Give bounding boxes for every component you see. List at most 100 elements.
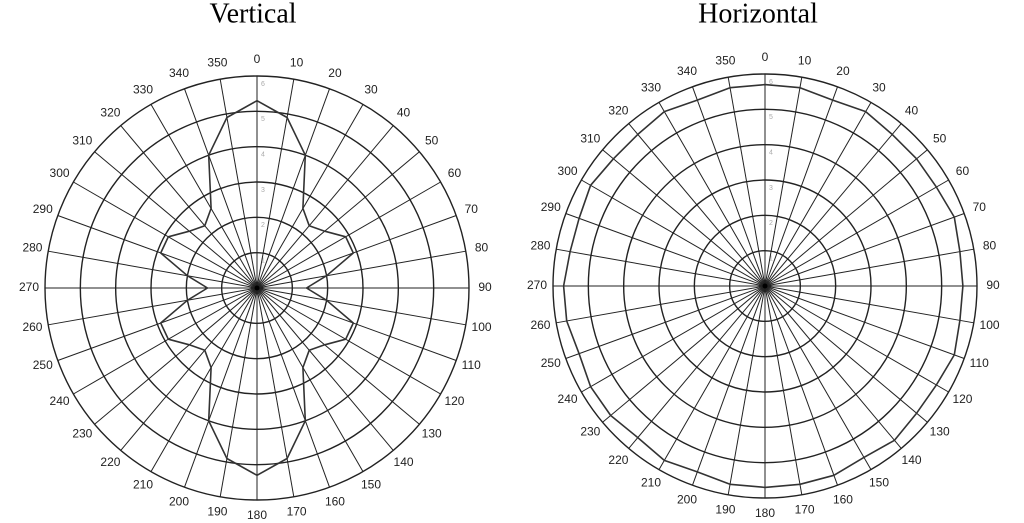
angle-label: 150 [869, 476, 889, 490]
angle-label: 240 [50, 394, 70, 408]
spoke [219, 79, 258, 289]
angle-label: 230 [72, 427, 92, 441]
spoke [565, 213, 766, 287]
angle-label: 280 [22, 241, 42, 255]
spoke [764, 248, 974, 287]
angle-label: 90 [986, 278, 1000, 292]
spoke [764, 179, 949, 287]
spoke [73, 181, 258, 289]
spoke [57, 287, 258, 361]
angle-label: 40 [905, 104, 919, 118]
angle-label: 250 [33, 358, 53, 372]
spoke [150, 287, 258, 472]
angle-label: 310 [580, 132, 600, 146]
spoke [256, 79, 295, 289]
r-tick-label: 6 [769, 79, 773, 86]
angle-label: 80 [983, 239, 997, 253]
angle-label: 340 [169, 66, 189, 80]
angle-label: 170 [795, 503, 815, 517]
angle-label: 110 [462, 358, 481, 372]
spoke [764, 285, 838, 486]
spoke [764, 285, 928, 423]
spoke [256, 287, 466, 326]
chart-title: Vertical [209, 0, 296, 29]
angle-label: 120 [444, 394, 464, 408]
spoke [219, 287, 258, 497]
center-dot [254, 285, 260, 291]
r-tick-label: 4 [769, 150, 773, 157]
spoke [764, 213, 965, 287]
angle-label: 210 [133, 478, 153, 492]
spoke [764, 77, 803, 287]
r-tick-label: 1 [261, 258, 265, 265]
angle-label: 150 [361, 478, 381, 492]
angle-label: 190 [207, 505, 227, 519]
spoke [764, 285, 872, 470]
spoke [764, 102, 872, 287]
spoke [764, 285, 949, 393]
angle-label: 290 [541, 200, 561, 214]
spoke [256, 287, 295, 497]
angle-label: 350 [715, 54, 735, 68]
angle-label: 70 [465, 202, 479, 216]
angle-label: 230 [580, 425, 600, 439]
angle-label: 50 [933, 132, 947, 146]
spoke [727, 77, 766, 287]
spoke [556, 285, 766, 324]
spoke [764, 123, 902, 287]
spoke [565, 285, 766, 359]
angle-label: 70 [973, 200, 987, 214]
spoke [602, 285, 766, 423]
spoke [764, 86, 838, 287]
angle-label: 10 [290, 56, 304, 70]
spoke [73, 287, 258, 395]
angle-label: 80 [475, 241, 489, 255]
angle-label: 140 [902, 453, 922, 467]
spoke [256, 125, 394, 289]
angle-label: 20 [328, 66, 342, 80]
spoke [48, 250, 258, 289]
angle-label: 310 [72, 134, 92, 148]
spoke [556, 248, 766, 287]
angle-label: 50 [425, 134, 439, 148]
angle-label: 320 [100, 106, 120, 120]
spoke [256, 287, 441, 395]
r-tick-label: 1 [769, 256, 773, 263]
angle-label: 90 [478, 280, 492, 294]
angle-label: 0 [254, 52, 261, 66]
angle-label: 160 [325, 494, 345, 508]
spoke [256, 250, 466, 289]
angle-label: 200 [677, 492, 697, 506]
angle-label: 100 [472, 320, 492, 334]
angle-label: 180 [247, 508, 267, 522]
spoke [764, 285, 965, 359]
spoke [628, 285, 766, 449]
spoke [727, 285, 766, 495]
spoke [602, 149, 766, 287]
angle-label: 40 [397, 106, 411, 120]
spoke [120, 125, 258, 289]
angle-label: 20 [836, 64, 850, 78]
angle-label: 270 [527, 278, 547, 292]
spoke [94, 151, 258, 289]
spoke [581, 179, 766, 287]
angle-label: 110 [970, 356, 989, 370]
angle-label: 330 [133, 83, 153, 97]
spoke [184, 88, 258, 289]
pattern-line [159, 99, 355, 477]
angle-label: 350 [207, 56, 227, 70]
r-tick-label: 3 [769, 185, 773, 192]
angle-label: 260 [530, 318, 550, 332]
angle-label: 190 [715, 503, 735, 517]
spoke [692, 285, 766, 486]
spoke [256, 287, 330, 488]
spoke [658, 102, 766, 287]
angle-label: 100 [980, 318, 1000, 332]
angle-label: 60 [956, 164, 970, 178]
angle-label: 130 [422, 427, 442, 441]
spoke [692, 86, 766, 287]
angle-label: 170 [287, 505, 307, 519]
angle-label: 140 [394, 455, 414, 469]
spoke [256, 215, 457, 289]
